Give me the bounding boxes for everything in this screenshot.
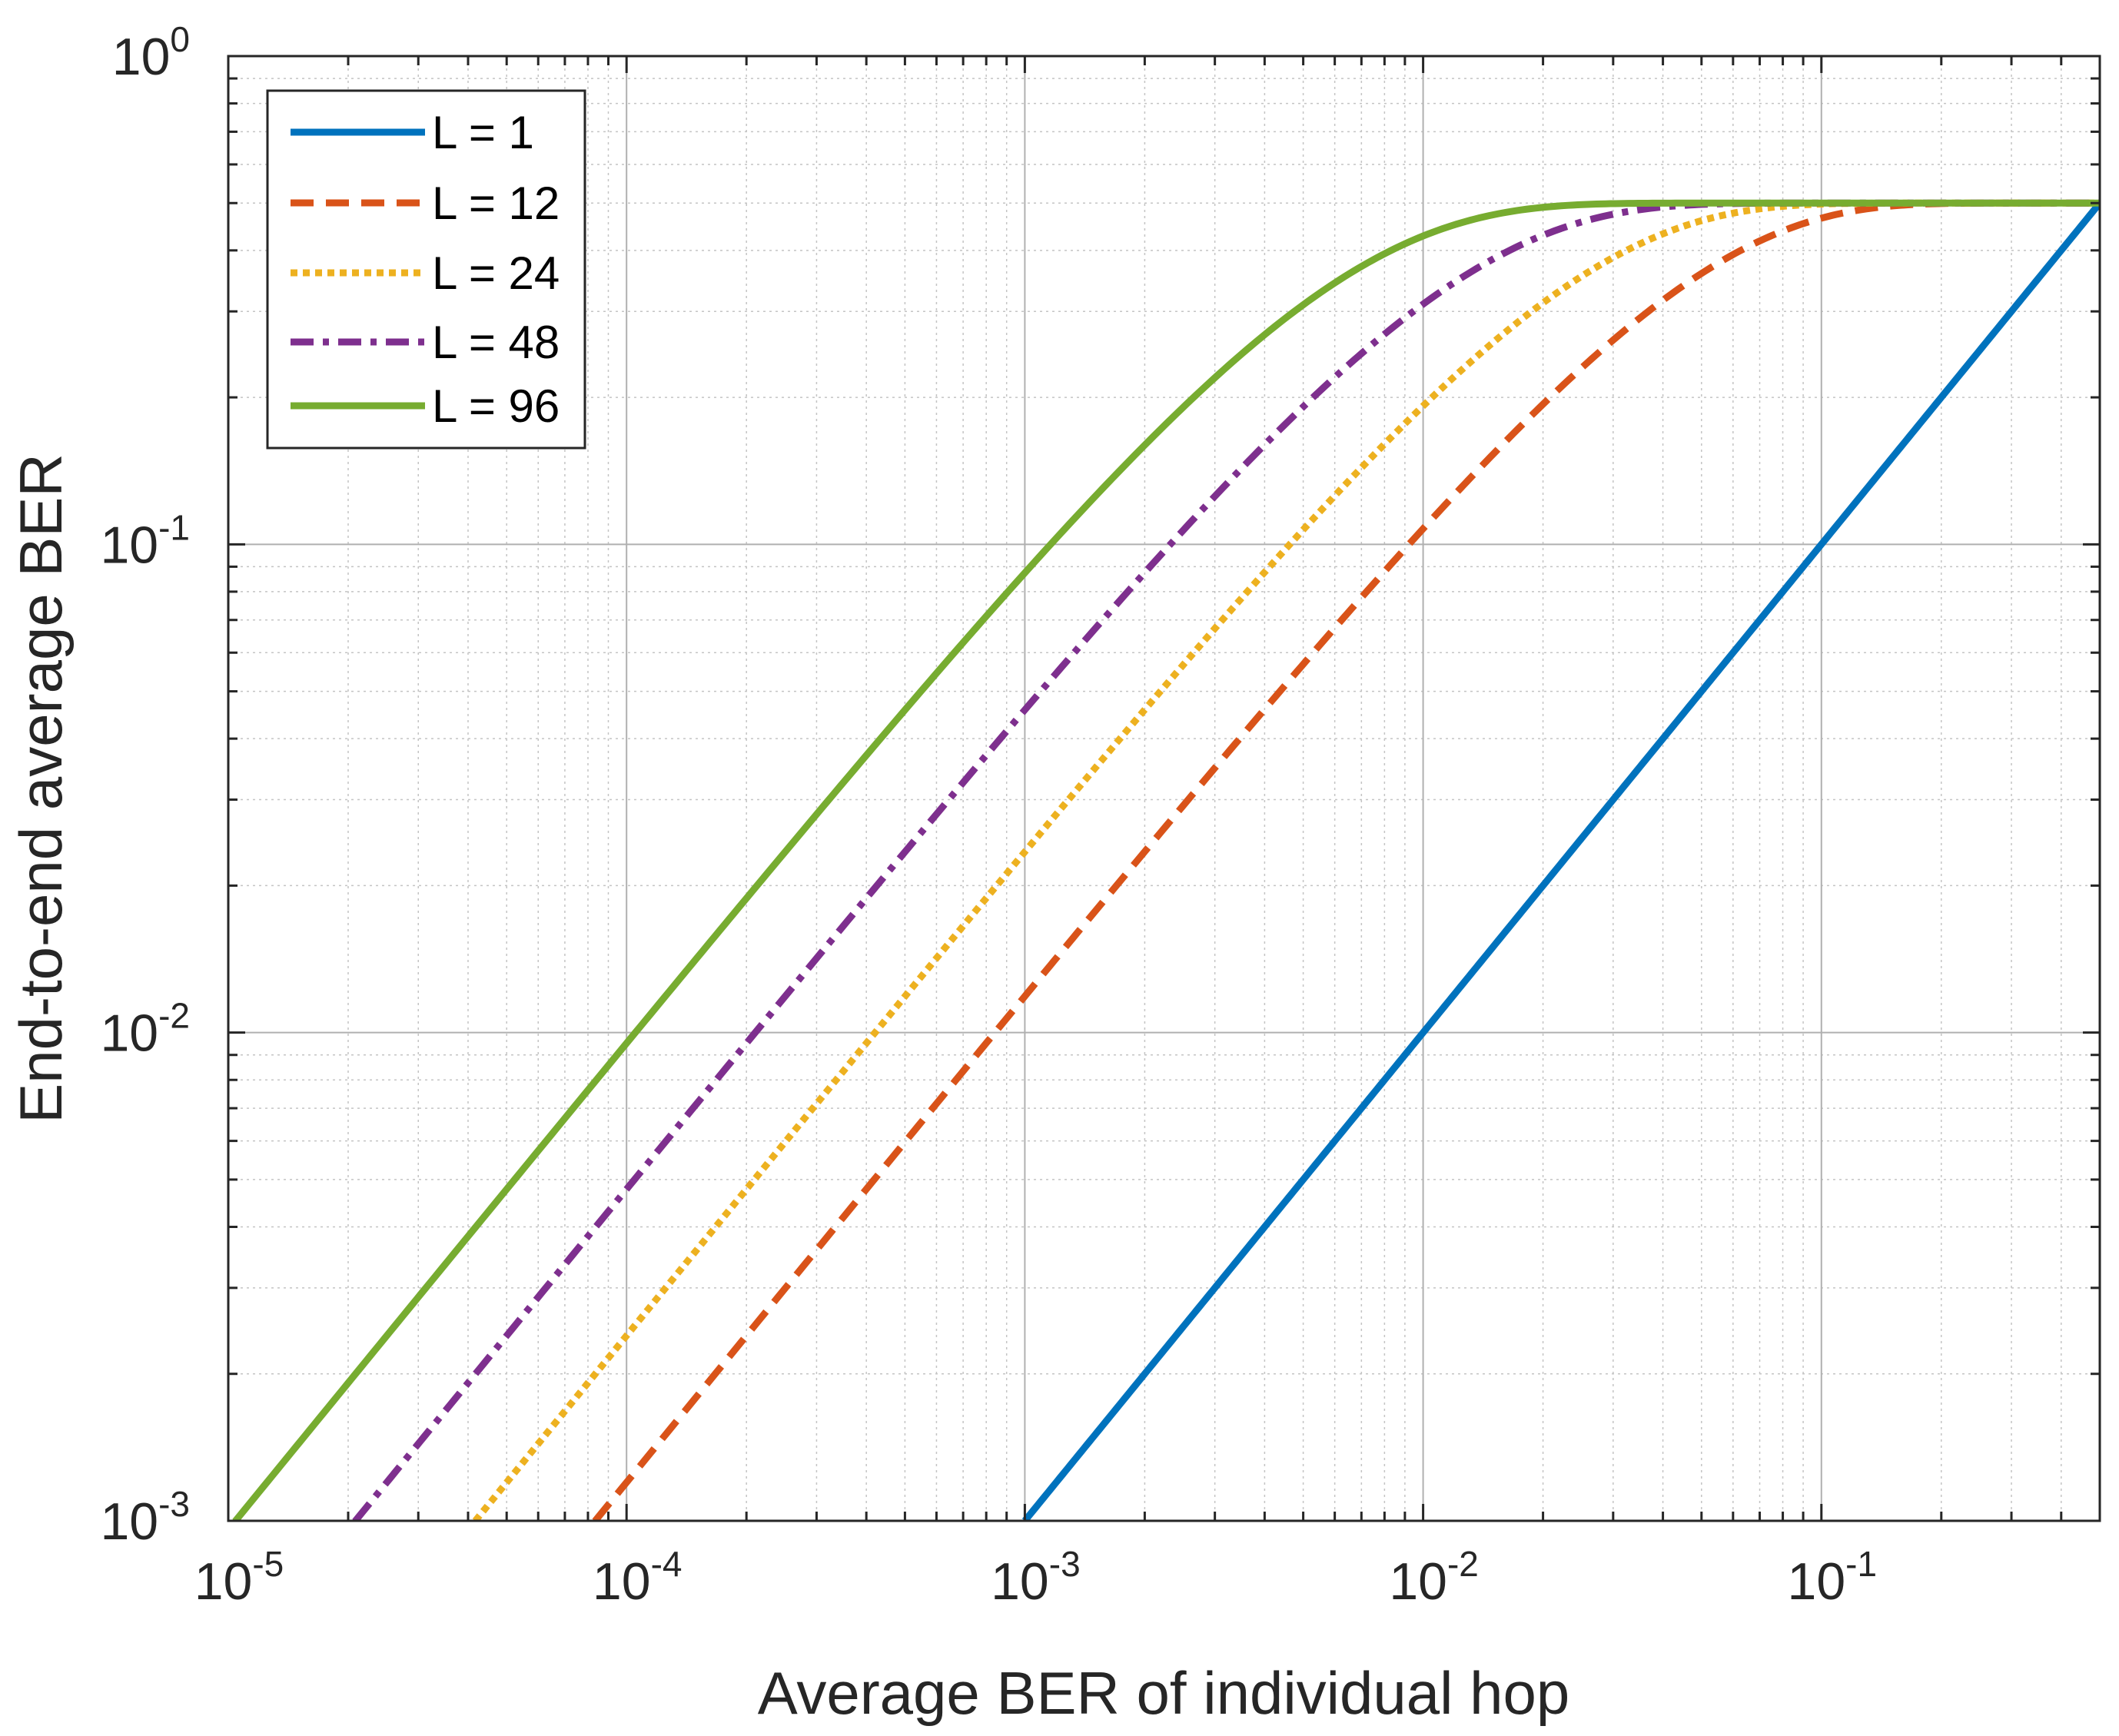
y-tick-label: 10-1 — [100, 507, 190, 574]
x-axis-title: Average BER of individual hop — [758, 1659, 1570, 1727]
legend-entry: L = 1 — [291, 107, 534, 158]
legend-entry: L = 48 — [291, 317, 560, 368]
legend-label: L = 24 — [432, 247, 560, 299]
legend: L = 1 L = 12 L = 24 L = 48 L = 96 — [266, 89, 586, 450]
plot-frame — [227, 55, 2101, 1522]
legend-entry: L = 12 — [291, 178, 560, 229]
x-tick-label: 10-3 — [991, 1544, 1081, 1611]
x-tick-label: 10-2 — [1389, 1544, 1479, 1611]
y-tick-label: 100 — [112, 19, 190, 86]
series-line — [592, 199, 2100, 1521]
legend-label: L = 96 — [432, 380, 560, 432]
y-tick-label: 10-3 — [100, 1484, 190, 1551]
x-tick-label: 10-4 — [593, 1544, 683, 1611]
y-tick-labels: 10-3 10-2 10-1 100 — [100, 19, 190, 1551]
minor-grid — [228, 56, 2101, 1521]
y-axis-title: End-to-end average BER — [7, 453, 75, 1124]
y-tick-label: 10-2 — [100, 996, 190, 1063]
x-tick-labels: 10-5 10-4 10-3 10-2 10-1 — [194, 1544, 1877, 1611]
legend-label: L = 1 — [432, 107, 534, 158]
series-line — [1021, 201, 2100, 1521]
legend-label: L = 12 — [432, 178, 560, 229]
x-tick-label: 10-1 — [1788, 1544, 1878, 1611]
legend-entry: L = 96 — [291, 380, 560, 432]
series-line — [352, 199, 2100, 1521]
legend-label: L = 48 — [432, 317, 560, 368]
legend-entry: L = 24 — [291, 247, 560, 299]
tick-marks — [227, 55, 2101, 1522]
series-layer — [232, 199, 2100, 1521]
x-tick-label: 10-5 — [194, 1544, 284, 1611]
series-line — [232, 199, 2100, 1521]
